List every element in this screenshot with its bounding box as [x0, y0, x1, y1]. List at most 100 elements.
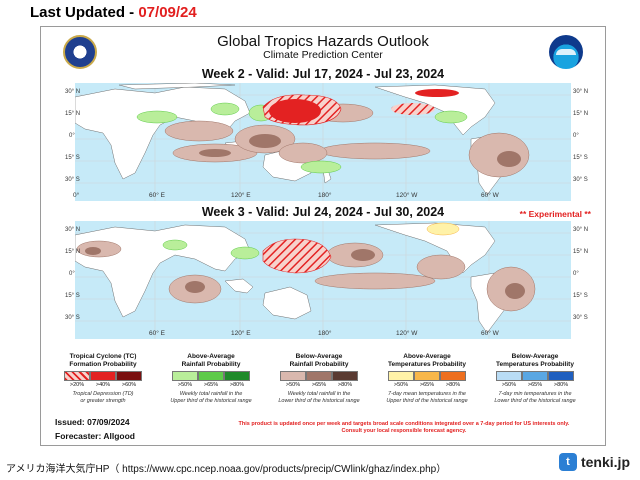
week3-title: Week 3 - Valid: Jul 24, 2024 - Jul 30, 2…: [201, 205, 445, 219]
week3-map: [75, 221, 571, 339]
legend-value: >60%: [121, 382, 137, 388]
lon-label: 120° W: [396, 192, 418, 199]
legend-title: Above-Average: [403, 353, 451, 360]
legend-above-rainfall: Above-Average Rainfall Probability >50% >6…: [163, 353, 259, 404]
lat-label: 15° S: [573, 293, 588, 299]
lat-label: 30° S: [573, 315, 588, 321]
legend-value: >80%: [445, 382, 461, 388]
legend-swatch: [414, 371, 440, 381]
legend-value: >65%: [203, 382, 219, 388]
legend-title: Above-Average: [187, 353, 235, 360]
lon-label: 120° E: [231, 330, 251, 337]
legend-value: >20%: [69, 382, 85, 388]
legend-value: >50%: [501, 382, 517, 388]
tenki-icon: t: [558, 453, 577, 471]
lat-label: 0°: [69, 271, 75, 277]
lat-label: 30° N: [65, 227, 81, 233]
legend-tc-formation: Tropical Cyclone (TC) Formation Probabili…: [55, 353, 151, 404]
legend-swatch: [332, 371, 358, 381]
lat-label: 15° S: [65, 155, 80, 161]
legend-note: Lower third of the historical range: [494, 397, 576, 404]
legend-value: >50%: [177, 382, 193, 388]
legend-below-temperature: Below-Average Temperatures Probability >5…: [487, 353, 583, 404]
legend-value: >50%: [393, 382, 409, 388]
legend-title: Temperatures Probability: [388, 360, 466, 368]
lat-label: 15° S: [65, 293, 80, 299]
legend-value: >80%: [229, 382, 245, 388]
legend-value: >65%: [419, 382, 435, 388]
lon-label: 60° W: [481, 330, 499, 337]
disclaimer-line: This product is updated once per week an…: [238, 421, 570, 427]
noaa-logo: [549, 35, 583, 69]
disclaimer-line: Consult your local responsible forecast …: [341, 428, 467, 434]
product-subtitle: Climate Prediction Center: [263, 49, 383, 61]
legend-swatch: [496, 371, 522, 381]
lat-label: 30° S: [65, 177, 80, 183]
legend-swatch: [280, 371, 306, 381]
legend-note: Upper third of the historical range: [170, 397, 252, 404]
legend-swatch: [548, 371, 574, 381]
legend-note: Weekly total rainfall in the: [179, 391, 243, 397]
legend-below-rainfall: Below-Average Rainfall Probability >50% >6…: [271, 353, 367, 404]
lat-label: 15° S: [573, 155, 588, 161]
lat-label: 15° N: [573, 111, 589, 117]
outlook-panel: Global Tropics Hazards Outlook Climate P…: [40, 26, 606, 446]
lon-label: 0°: [73, 192, 80, 199]
legend-title: Rainfall Probability: [289, 360, 349, 368]
lat-label: 30° N: [65, 89, 81, 95]
tenki-logo[interactable]: t tenki.jp: [558, 453, 630, 471]
last-updated-prefix: Last Updated -: [30, 4, 139, 21]
lon-label: 60° W: [481, 192, 499, 199]
product-title: Global Tropics Hazards Outlook: [217, 33, 429, 50]
legend-title: Below-Average: [295, 353, 343, 360]
legend-swatch: [440, 371, 466, 381]
legend-note: or greater strength: [80, 397, 126, 404]
legend-note: 7-day mean temperatures in the: [388, 391, 466, 397]
legend-title: Below-Average: [511, 353, 559, 360]
lon-label: 60° E: [149, 192, 165, 199]
legend-value: >80%: [553, 382, 569, 388]
legend-swatch: [116, 371, 142, 381]
experimental-label: ** Experimental **: [519, 209, 591, 219]
lat-label: 15° N: [65, 111, 81, 117]
last-updated-date: 07/09/24: [138, 4, 197, 21]
legend-swatch: [388, 371, 414, 381]
doc-seal-logo: [63, 35, 97, 69]
lat-label: 30° N: [573, 227, 589, 233]
legend-swatch: [522, 371, 548, 381]
lat-label: 15° N: [65, 249, 81, 255]
lat-label: 0°: [573, 271, 579, 277]
lon-label: 120° E: [231, 192, 251, 199]
lat-label: 15° N: [573, 249, 589, 255]
legend-note: Tropical Depression (TD): [72, 391, 134, 397]
legend-note: Upper third of the historical range: [386, 397, 468, 404]
lon-label: 120° W: [396, 330, 418, 337]
lat-label: 0°: [573, 133, 579, 139]
tenki-brand-text: tenki.jp: [580, 454, 630, 470]
lat-label: 30° S: [573, 177, 588, 183]
lat-label: 30° S: [65, 315, 80, 321]
legend-title: Temperatures Probability: [496, 360, 574, 368]
legend-note: Weekly total rainfall in the: [287, 391, 351, 397]
legend-swatch: [224, 371, 250, 381]
lon-label: 180°: [318, 330, 332, 337]
legend-value: >65%: [527, 382, 543, 388]
lon-label: 180°: [318, 192, 332, 199]
legend-above-temperature: Above-Average Temperatures Probability >5…: [379, 353, 475, 404]
legend-note: 7-day min temperatures in the: [498, 391, 572, 397]
legend-swatch: [64, 371, 90, 381]
legend-title: Formation Probability: [69, 360, 137, 368]
lat-label: 0°: [69, 133, 75, 139]
last-updated-label: Last Updated - 07/09/24: [30, 4, 197, 21]
legend-swatch: [306, 371, 332, 381]
legend-value: >40%: [95, 382, 111, 388]
legend-value: >50%: [285, 382, 301, 388]
forecaster-name: Forecaster: Allgood: [55, 431, 135, 441]
legend-swatch: [198, 371, 224, 381]
lon-label: 60° E: [149, 330, 165, 337]
legend-value: >65%: [311, 382, 327, 388]
legend-swatch: [172, 371, 198, 381]
legend-note: Lower third of the historical range: [278, 397, 360, 404]
legend-title: Tropical Cyclone (TC): [69, 353, 137, 360]
legend-title: Rainfall Probability: [181, 360, 241, 368]
